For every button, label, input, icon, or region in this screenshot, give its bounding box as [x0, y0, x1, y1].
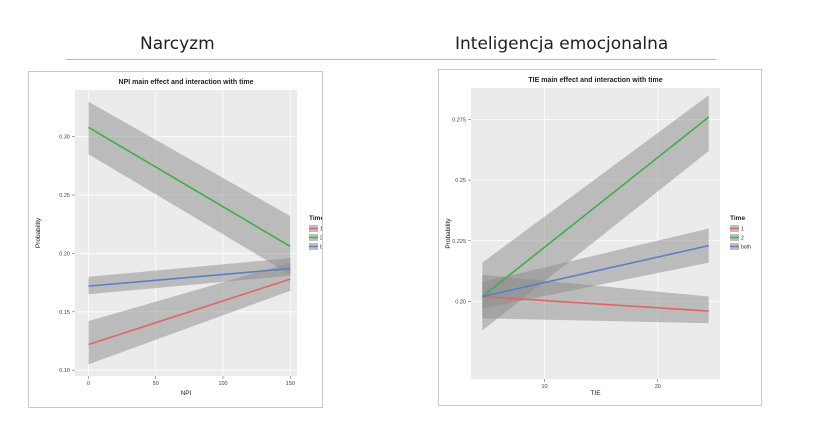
confidence-band-2: [88, 101, 291, 275]
chart-title: TIE main effect and interaction with tim…: [528, 77, 662, 84]
series-line-2: [88, 126, 291, 248]
chart-title: NPI main effect and interaction with tim…: [119, 79, 254, 86]
y-axis-label: Probability: [445, 218, 452, 249]
legend-label-2: 2: [741, 236, 744, 242]
chart-panel-tie: 0.20 0.225 0.25 0.275 10 30 TIE main effect an…: [438, 69, 762, 406]
y-tick-label: 0.15: [59, 310, 70, 316]
x-tick-label: 150: [286, 381, 295, 387]
y-tick-label: 0.275: [452, 118, 466, 124]
x-tick-label: 50: [153, 381, 159, 387]
confidence-band-both: [482, 228, 709, 309]
y-tick-label: 0.20: [455, 299, 466, 305]
x-tick-label: 30: [655, 384, 661, 390]
series-line-1: [482, 295, 709, 312]
legend-label-1: 1: [741, 227, 744, 233]
confidence-band-both: [88, 258, 291, 295]
x-tick-label: 0: [87, 381, 90, 387]
legend-label-2: 2: [320, 236, 322, 242]
y-tick-label: 0.225: [452, 239, 466, 245]
heading-narcyzm: Narcyzm: [140, 34, 215, 54]
x-axis-label: TIE: [590, 390, 601, 397]
legend-label-both: both: [741, 245, 751, 251]
chart-tie: 0.20 0.225 0.25 0.275 10 30 TIE main effect an…: [445, 77, 751, 397]
y-tick-label: 0.10: [59, 368, 70, 374]
y-tick-label: 0.25: [59, 193, 70, 199]
y-tick-label: 0.25: [455, 178, 466, 184]
y-tick-label: 0.20: [59, 251, 70, 257]
y-tick-label: 0.30: [59, 135, 70, 141]
legend-title: Time: [730, 215, 745, 222]
divider-line: [66, 59, 716, 60]
series-line-both: [482, 244, 709, 298]
x-tick-label: 100: [218, 381, 227, 387]
legend-title: Time: [309, 215, 322, 222]
heading-inteligencja-emocjonalna: Inteligencja emocjonalna: [455, 34, 669, 54]
series-line-2: [481, 116, 710, 298]
chart-npi: 0.10 0.15 0.20 0.25 0.30 0 50 100 150 NPI main ef…: [35, 79, 322, 397]
series-line-both: [88, 267, 291, 287]
legend-label-both: both: [320, 245, 322, 251]
legend-label-1: 1: [320, 227, 322, 233]
x-tick-label: 10: [542, 384, 548, 390]
y-axis-label: Probability: [35, 217, 42, 248]
confidence-band-1: [88, 262, 291, 365]
series-line-1: [88, 278, 291, 346]
chart-panel-npi: 0.10 0.15 0.20 0.25 0.30 0 50 100 150 NPI main ef…: [28, 71, 323, 408]
x-axis-label: NPI: [181, 390, 192, 397]
